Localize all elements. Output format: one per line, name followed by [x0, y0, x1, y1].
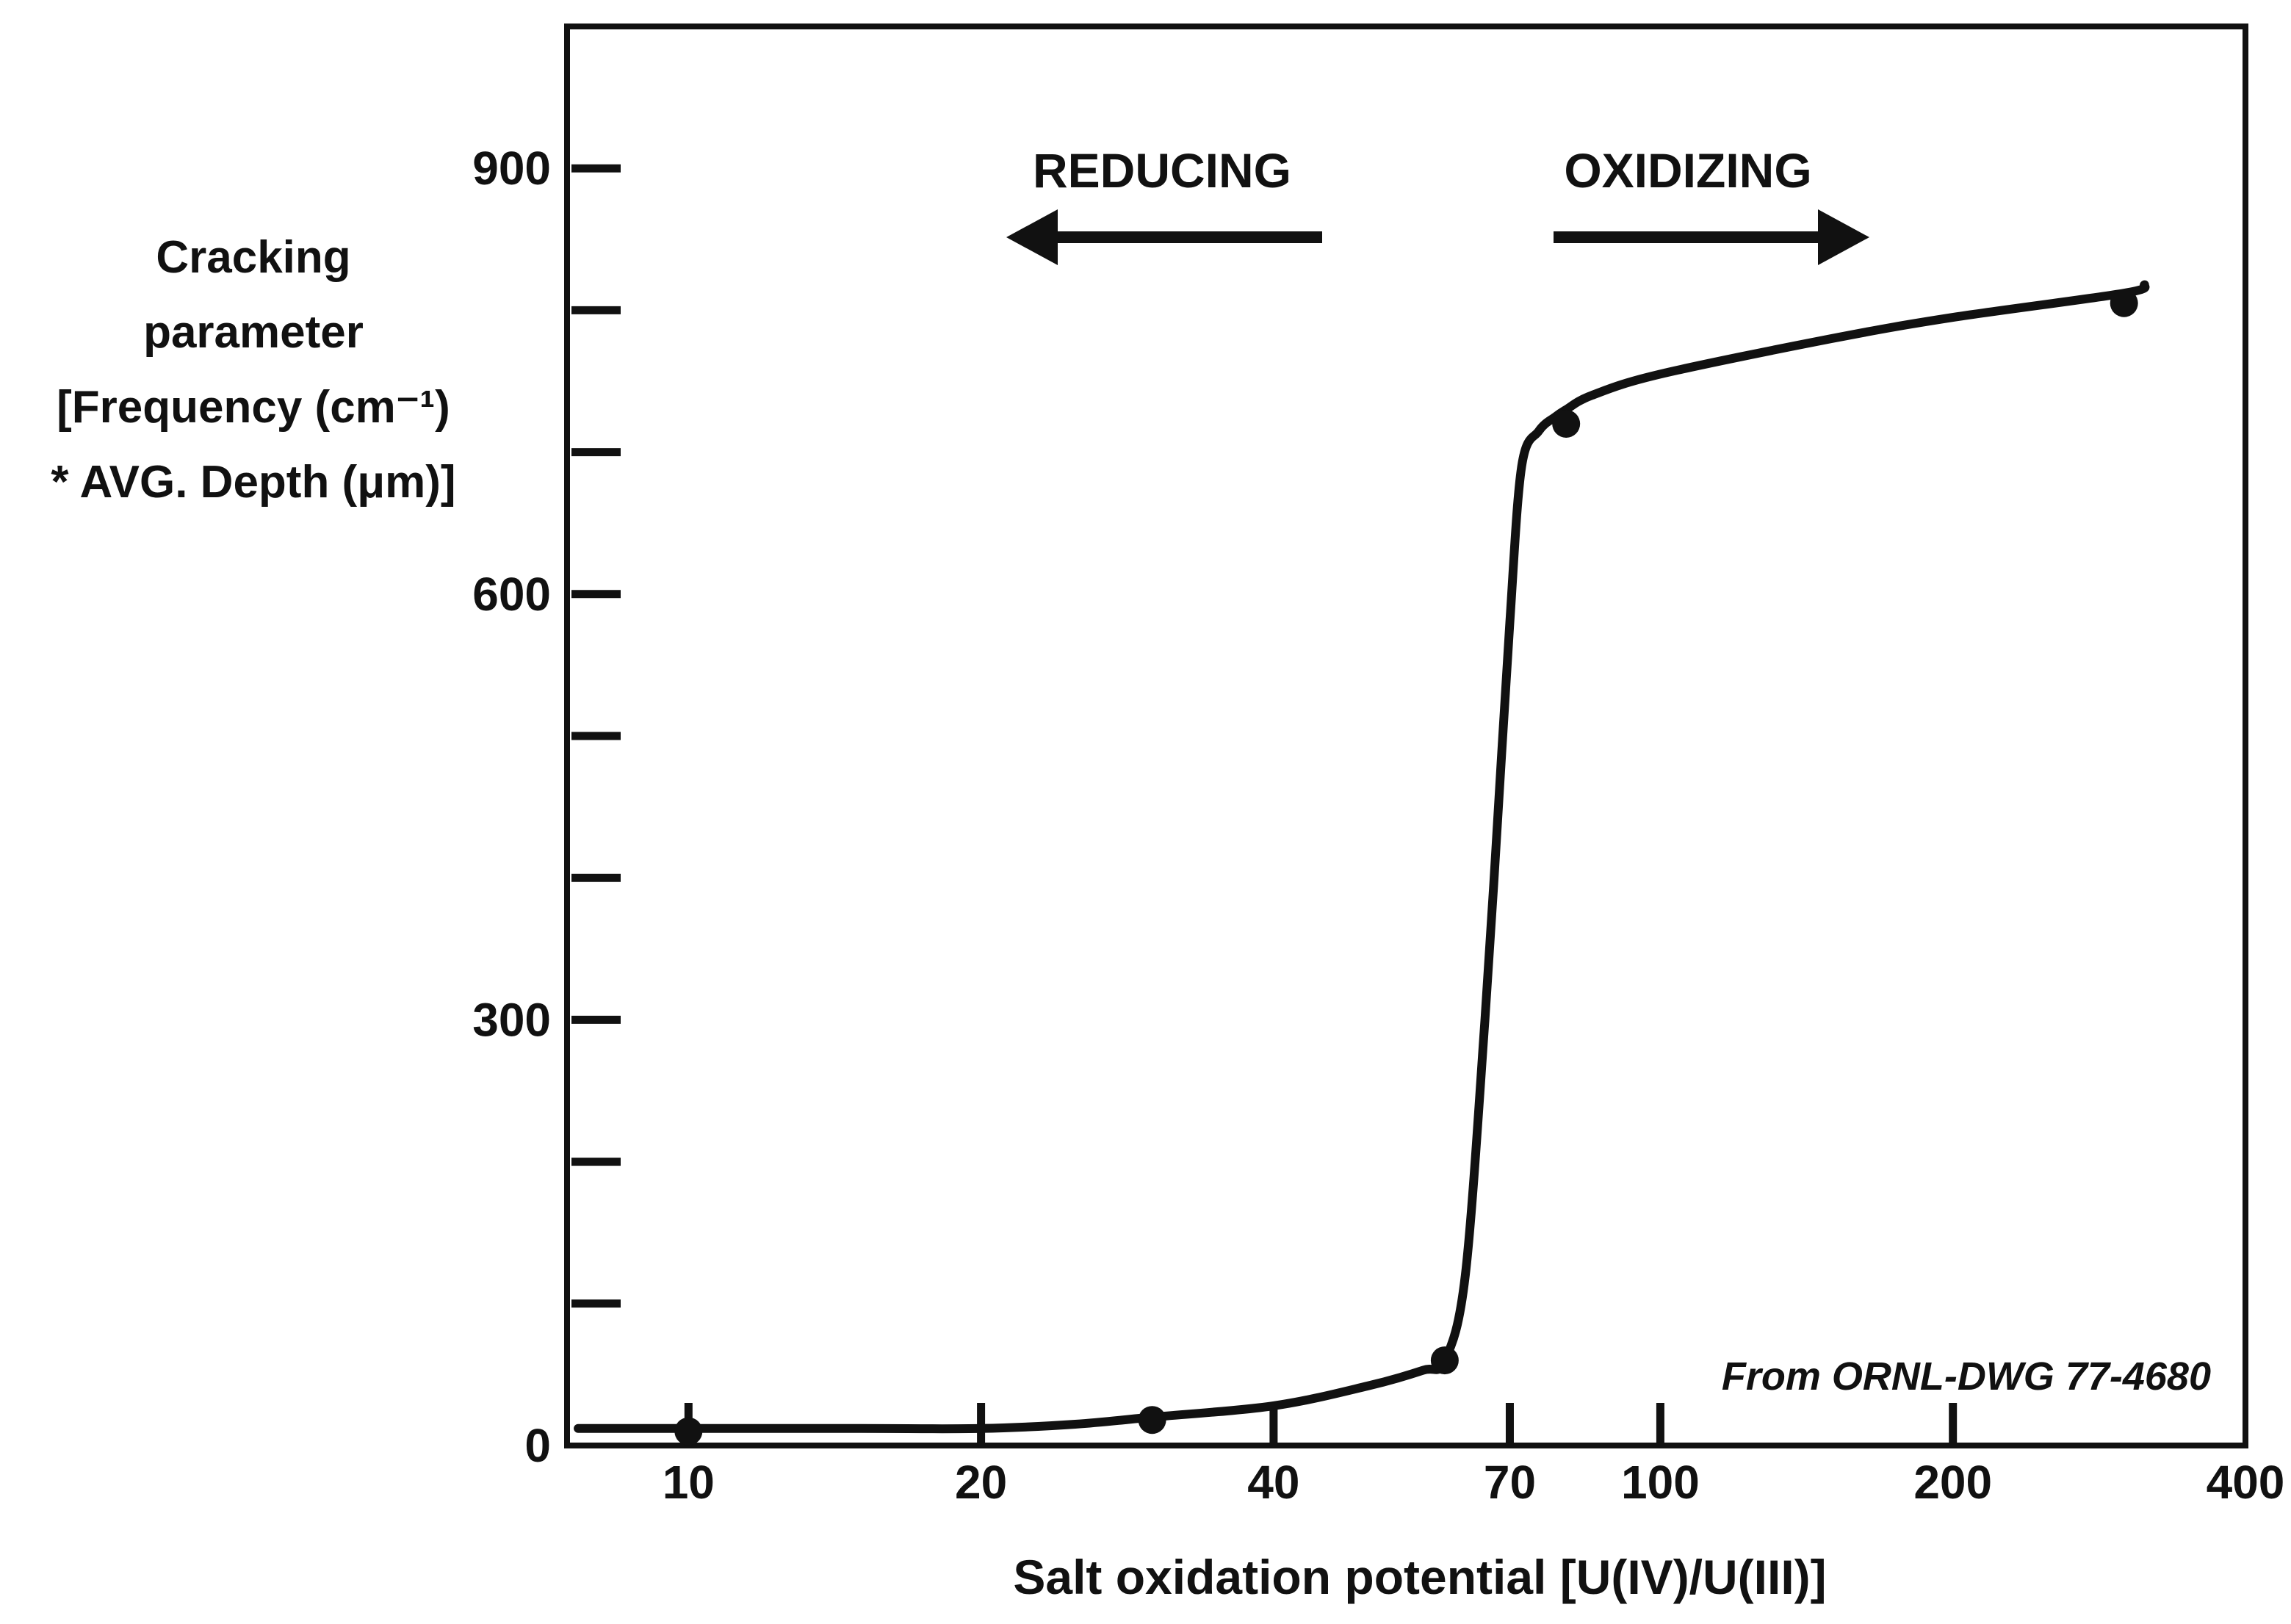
- data-point: [2110, 289, 2138, 317]
- y-axis-title: Cracking parameter [Frequency (cm⁻¹) * A…: [0, 220, 507, 520]
- data-point: [674, 1417, 703, 1446]
- x-tick-label: 20: [955, 1456, 1007, 1509]
- x-tick-label: 70: [1484, 1456, 1536, 1509]
- oxidizing-label: OXIDIZING: [1564, 143, 1811, 198]
- y-tick-label: 300: [472, 993, 551, 1046]
- data-point: [1552, 409, 1581, 438]
- series-line: [574, 280, 2150, 1434]
- y-axis-ticks: 0 300 600 900: [472, 142, 621, 1472]
- x-tick-label: 40: [1247, 1456, 1299, 1509]
- y-tick-label: 0: [524, 1419, 551, 1472]
- x-tick-label: 400: [2207, 1456, 2285, 1509]
- x-axis-ticks: 10 20 40 70 100 200 400: [663, 1403, 2285, 1509]
- series-group: [574, 280, 2150, 1446]
- y-axis-title-line: Cracking: [156, 232, 351, 283]
- plot-frame: [564, 24, 2248, 1448]
- y-axis-title-line: parameter: [143, 307, 364, 358]
- x-tick-label: 200: [1913, 1456, 1992, 1509]
- x-tick-label: 10: [663, 1456, 715, 1509]
- data-point: [1138, 1406, 1166, 1434]
- x-tick-label: 100: [1621, 1456, 1700, 1509]
- y-axis-title-line: [Frequency (cm⁻¹): [57, 382, 450, 433]
- oxidizing-arrow: [1554, 209, 1869, 265]
- source-credit: From ORNL-DWG 77-4680: [1722, 1354, 2211, 1399]
- y-tick-label: 600: [472, 568, 551, 621]
- x-axis-title: Salt oxidation potential [U(IV)/U(III)]: [1013, 1550, 1826, 1604]
- y-axis-title-line: * AVG. Depth (μm)]: [51, 457, 456, 508]
- y-tick-label: 900: [472, 142, 551, 195]
- data-point: [1430, 1346, 1459, 1375]
- reducing-arrow: [1006, 209, 1322, 265]
- reducing-label: REDUCING: [1033, 143, 1291, 198]
